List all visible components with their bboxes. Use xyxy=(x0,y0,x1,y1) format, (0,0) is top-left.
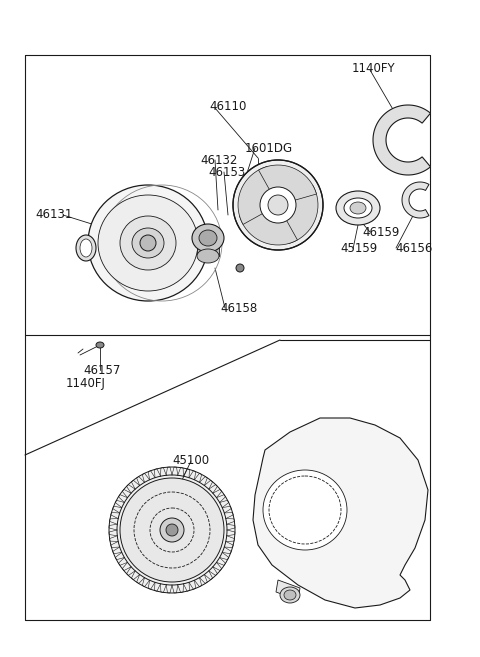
Text: 46157: 46157 xyxy=(83,363,120,376)
Ellipse shape xyxy=(197,249,219,263)
Text: 46158: 46158 xyxy=(220,302,257,315)
Text: 46153: 46153 xyxy=(208,166,245,179)
Ellipse shape xyxy=(192,224,224,252)
Text: 46110: 46110 xyxy=(209,101,246,114)
Ellipse shape xyxy=(336,191,380,225)
Polygon shape xyxy=(259,165,316,205)
Polygon shape xyxy=(402,182,429,218)
Ellipse shape xyxy=(280,587,300,603)
Text: 46131: 46131 xyxy=(35,208,72,221)
Ellipse shape xyxy=(120,216,176,270)
Ellipse shape xyxy=(166,524,178,536)
Ellipse shape xyxy=(109,467,235,593)
Ellipse shape xyxy=(132,228,164,258)
Text: 46159: 46159 xyxy=(362,225,399,238)
Ellipse shape xyxy=(344,198,372,218)
Text: 1601DG: 1601DG xyxy=(245,141,293,154)
Text: 1140FY: 1140FY xyxy=(352,62,396,74)
Ellipse shape xyxy=(120,478,224,582)
Ellipse shape xyxy=(260,187,296,223)
Ellipse shape xyxy=(199,230,217,246)
Ellipse shape xyxy=(80,239,92,257)
Ellipse shape xyxy=(160,518,184,542)
Polygon shape xyxy=(373,105,431,175)
Ellipse shape xyxy=(76,235,96,261)
Text: 45100: 45100 xyxy=(172,455,209,468)
Ellipse shape xyxy=(98,195,198,291)
Ellipse shape xyxy=(350,202,366,214)
Ellipse shape xyxy=(263,470,347,550)
Ellipse shape xyxy=(233,160,323,250)
Polygon shape xyxy=(276,580,300,600)
Polygon shape xyxy=(253,418,428,608)
Ellipse shape xyxy=(88,185,208,301)
Polygon shape xyxy=(240,205,298,245)
Ellipse shape xyxy=(268,195,288,215)
Text: 46132: 46132 xyxy=(200,154,238,166)
Text: 45159: 45159 xyxy=(340,242,377,256)
Polygon shape xyxy=(197,238,219,256)
Polygon shape xyxy=(238,166,278,225)
Ellipse shape xyxy=(140,235,156,251)
Ellipse shape xyxy=(236,264,244,272)
Text: 46156: 46156 xyxy=(395,242,432,256)
Ellipse shape xyxy=(284,590,296,600)
Polygon shape xyxy=(278,185,318,244)
Text: 1140FJ: 1140FJ xyxy=(66,378,106,390)
Ellipse shape xyxy=(96,342,104,348)
